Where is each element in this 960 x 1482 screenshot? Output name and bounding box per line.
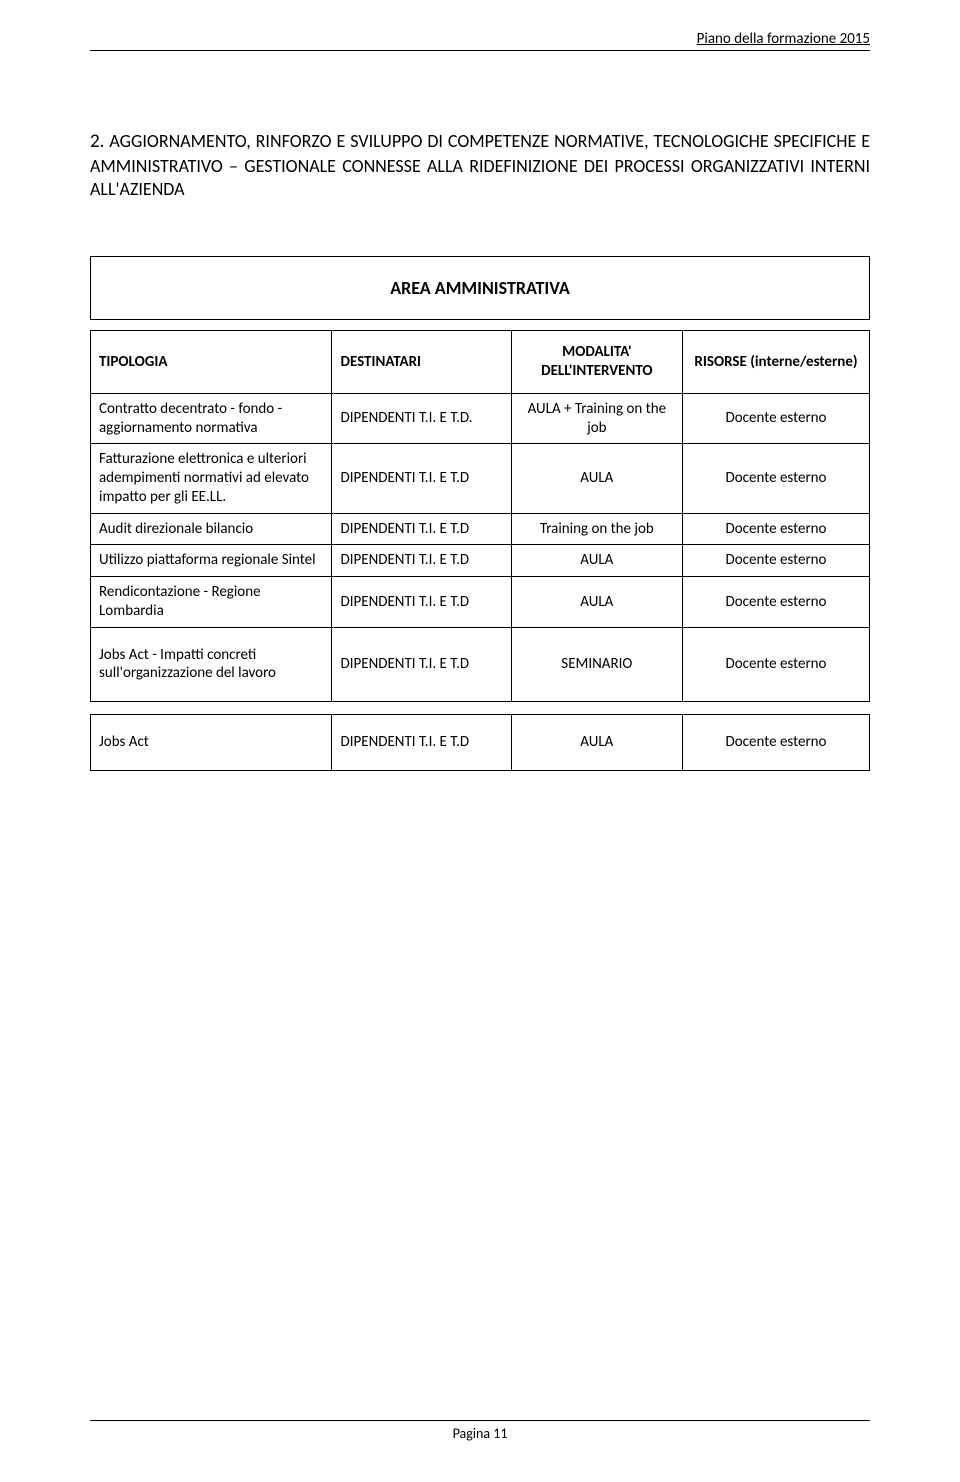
cell-risorse: Docente esterno <box>683 393 870 444</box>
cell-destinatari: DIPENDENTI T.I. E T.D <box>332 715 511 771</box>
cell-tipologia: Fatturazione elettronica e ulteriori ade… <box>91 444 332 513</box>
col-header-risorse: RISORSE (interne/esterne) <box>683 331 870 394</box>
cell-risorse: Docente esterno <box>683 444 870 513</box>
header-rule <box>90 50 870 51</box>
cell-risorse: Docente esterno <box>683 715 870 771</box>
secondary-table: Jobs Act DIPENDENTI T.I. E T.D AULA Doce… <box>90 714 870 771</box>
table-row: Audit direzionale bilancio DIPENDENTI T.… <box>91 513 870 545</box>
table-row: Contratto decentrato - fondo - aggiornam… <box>91 393 870 444</box>
cell-destinatari: DIPENDENTI T.I. E T.D <box>332 444 511 513</box>
cell-risorse: Docente esterno <box>683 577 870 628</box>
col-header-destinatari: DESTINATARI <box>332 331 511 394</box>
page-content: 2. AGGIORNAMENTO, RINFORZO E SVILUPPO DI… <box>90 0 870 771</box>
cell-destinatari: DIPENDENTI T.I. E T.D. <box>332 393 511 444</box>
table-row: Jobs Act - Impatti concreti sull'organiz… <box>91 627 870 702</box>
cell-modalita: AULA <box>511 545 682 577</box>
cell-tipologia: Jobs Act - Impatti concreti sull'organiz… <box>91 627 332 702</box>
col-header-modalita: MODALITA' DELL'INTERVENTO <box>511 331 682 394</box>
cell-modalita: Training on the job <box>511 513 682 545</box>
cell-destinatari: DIPENDENTI T.I. E T.D <box>332 577 511 628</box>
cell-destinatari: DIPENDENTI T.I. E T.D <box>332 545 511 577</box>
table-row: Utilizzo piattaforma regionale Sintel DI… <box>91 545 870 577</box>
cell-risorse: Docente esterno <box>683 513 870 545</box>
area-heading-box: AREA AMMINISTRATIVA <box>90 256 870 320</box>
header-doc-title: Piano della formazione 2015 <box>697 30 870 48</box>
cell-modalita: SEMINARIO <box>511 627 682 702</box>
table-row: Rendicontazione - Regione Lombardia DIPE… <box>91 577 870 628</box>
cell-risorse: Docente esterno <box>683 627 870 702</box>
table-header-row: TIPOLOGIA DESTINATARI MODALITA' DELL'INT… <box>91 331 870 394</box>
page-number: Pagina 11 <box>90 1425 870 1442</box>
section-title: 2. AGGIORNAMENTO, RINFORZO E SVILUPPO DI… <box>90 130 870 201</box>
cell-risorse: Docente esterno <box>683 545 870 577</box>
section-number: 2. <box>90 130 104 153</box>
cell-modalita: AULA <box>511 715 682 771</box>
footer-rule <box>90 1420 870 1421</box>
table-row: Jobs Act DIPENDENTI T.I. E T.D AULA Doce… <box>91 715 870 771</box>
cell-modalita: AULA <box>511 577 682 628</box>
area-heading: AREA AMMINISTRATIVA <box>390 277 570 299</box>
cell-tipologia: Contratto decentrato - fondo - aggiornam… <box>91 393 332 444</box>
cell-tipologia: Audit direzionale bilancio <box>91 513 332 545</box>
cell-tipologia: Rendicontazione - Regione Lombardia <box>91 577 332 628</box>
cell-destinatari: DIPENDENTI T.I. E T.D <box>332 513 511 545</box>
cell-tipologia: Utilizzo piattaforma regionale Sintel <box>91 545 332 577</box>
main-table: TIPOLOGIA DESTINATARI MODALITA' DELL'INT… <box>90 330 870 702</box>
cell-modalita: AULA <box>511 444 682 513</box>
page-footer: Pagina 11 <box>90 1420 870 1442</box>
cell-tipologia: Jobs Act <box>91 715 332 771</box>
col-header-tipologia: TIPOLOGIA <box>91 331 332 394</box>
cell-modalita: AULA + Training on the job <box>511 393 682 444</box>
table-row: Fatturazione elettronica e ulteriori ade… <box>91 444 870 513</box>
cell-destinatari: DIPENDENTI T.I. E T.D <box>332 627 511 702</box>
section-title-text: AGGIORNAMENTO, RINFORZO E SVILUPPO DI CO… <box>90 130 870 200</box>
